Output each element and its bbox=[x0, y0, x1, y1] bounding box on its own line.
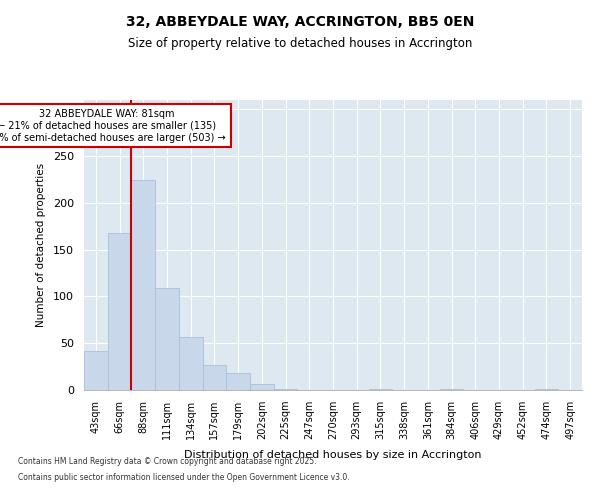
Text: Contains HM Land Registry data © Crown copyright and database right 2025.: Contains HM Land Registry data © Crown c… bbox=[18, 458, 317, 466]
Bar bbox=[274, 389, 298, 390]
Bar bbox=[155, 288, 179, 390]
Bar bbox=[250, 384, 274, 390]
Bar bbox=[535, 389, 558, 390]
X-axis label: Distribution of detached houses by size in Accrington: Distribution of detached houses by size … bbox=[184, 450, 482, 460]
Bar bbox=[226, 373, 250, 390]
Text: Size of property relative to detached houses in Accrington: Size of property relative to detached ho… bbox=[128, 38, 472, 51]
Text: 32 ABBEYDALE WAY: 81sqm
← 21% of detached houses are smaller (135)
76% of semi-d: 32 ABBEYDALE WAY: 81sqm ← 21% of detache… bbox=[0, 110, 226, 142]
Bar bbox=[368, 389, 392, 390]
Text: 32, ABBEYDALE WAY, ACCRINGTON, BB5 0EN: 32, ABBEYDALE WAY, ACCRINGTON, BB5 0EN bbox=[126, 15, 474, 29]
Y-axis label: Number of detached properties: Number of detached properties bbox=[36, 163, 46, 327]
Bar bbox=[131, 180, 155, 390]
Text: Contains public sector information licensed under the Open Government Licence v3: Contains public sector information licen… bbox=[18, 472, 350, 482]
Bar bbox=[179, 336, 203, 390]
Bar bbox=[440, 389, 463, 390]
Bar bbox=[203, 364, 226, 390]
Bar bbox=[84, 350, 108, 390]
Bar bbox=[108, 233, 131, 390]
